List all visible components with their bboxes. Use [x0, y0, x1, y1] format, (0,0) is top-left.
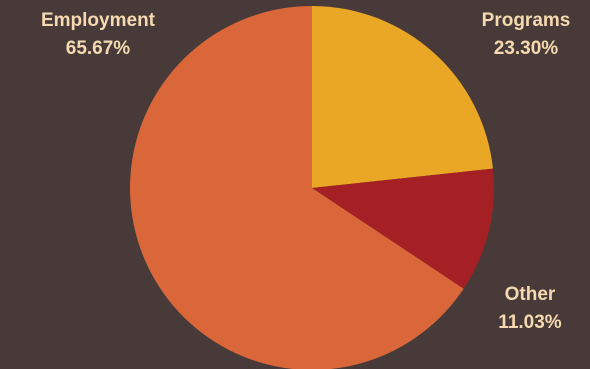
- pie-slices: [130, 6, 494, 369]
- slice-label-other: Other 11.03%: [498, 284, 561, 333]
- slice-label-programs-name: Programs: [482, 10, 571, 31]
- pie-slice-programs: [312, 6, 493, 188]
- pie-slice-other: [312, 168, 494, 289]
- slice-label-employment: Employment 65.67%: [41, 10, 156, 59]
- pie-slice-employment: [130, 6, 464, 369]
- slice-label-employment-name: Employment: [41, 10, 156, 31]
- slice-label-programs-value: 23.30%: [494, 38, 559, 59]
- slice-label-other-value: 11.03%: [498, 312, 561, 333]
- slice-label-employment-value: 65.67%: [66, 38, 131, 59]
- slice-label-other-name: Other: [505, 284, 556, 305]
- slice-label-programs: Programs 23.30%: [482, 10, 571, 59]
